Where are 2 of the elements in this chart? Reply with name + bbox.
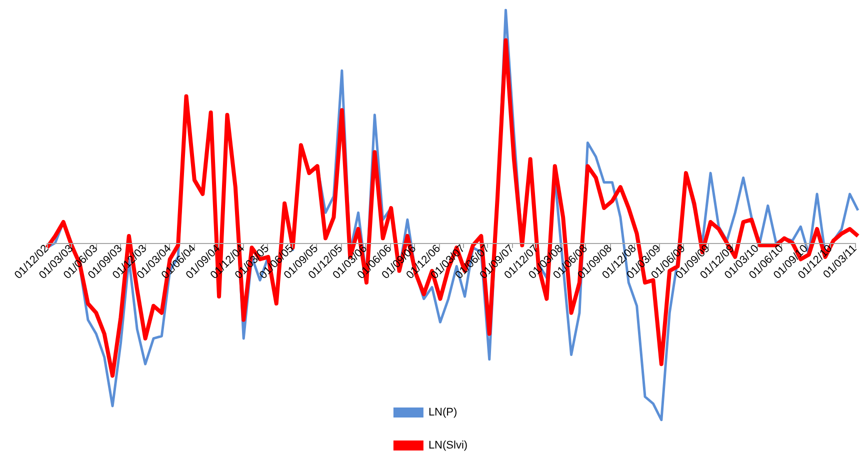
legend-label: LN(Slvi) — [428, 440, 468, 452]
legend-label: LN(P) — [428, 406, 458, 418]
